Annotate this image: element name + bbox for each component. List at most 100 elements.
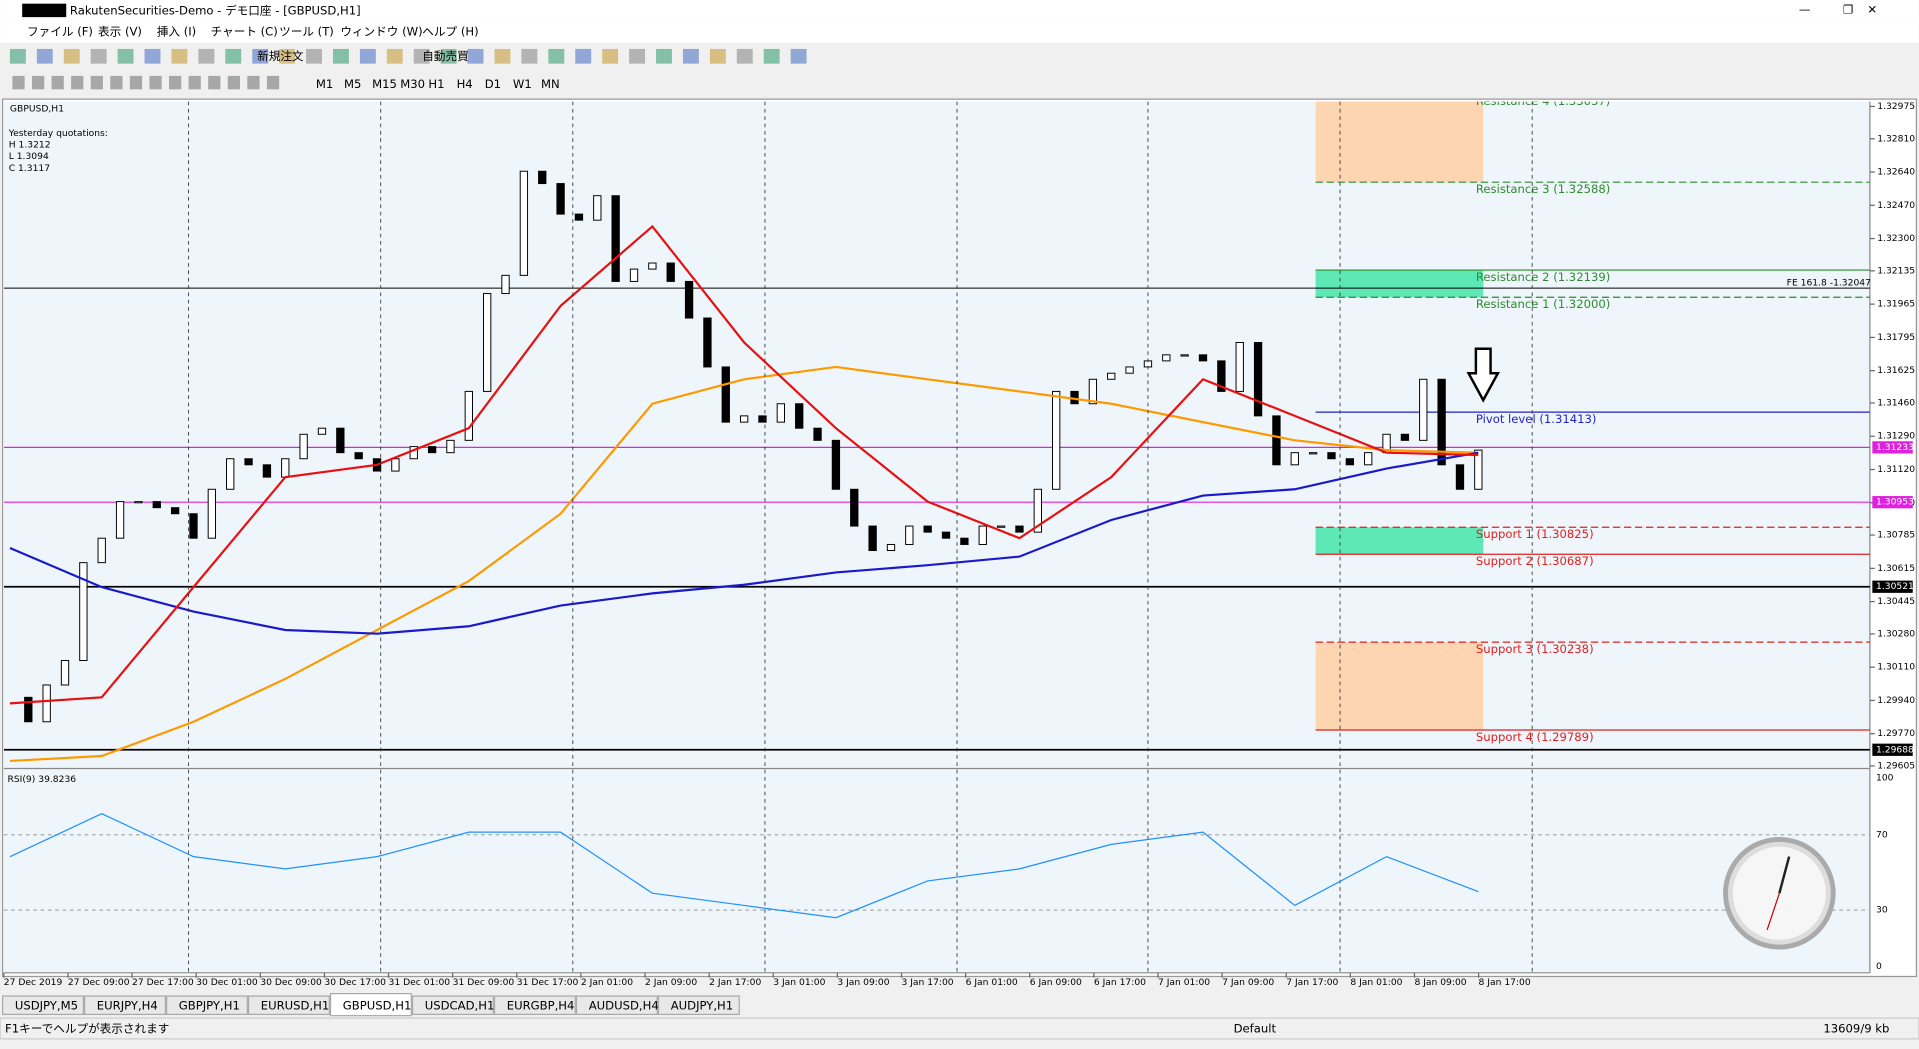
tool-icon[interactable] [763,48,780,64]
level-label: Resistance 4 (1.33037) [1476,94,1610,108]
timeframe[interactable]: MN [541,77,560,91]
tool-icon[interactable] [266,75,280,90]
tool-icon[interactable] [386,48,403,64]
tool-icon[interactable] [198,48,215,64]
clock [1723,836,1836,950]
tool-icon[interactable] [36,48,53,64]
time-label: 6 Jan 17:00 [1094,977,1146,988]
menu-item[interactable]: 表示 (V) [98,24,142,38]
tool-icon[interactable] [440,48,457,64]
tool-icon[interactable] [208,75,221,90]
timeframe[interactable]: M15 [372,77,397,91]
time-label: 7 Jan 17:00 [1286,977,1338,988]
tab[interactable] [1,995,84,1016]
tool-icon[interactable] [709,48,726,64]
clock-hand [1766,893,1780,931]
tool-icon[interactable] [467,48,484,64]
tool-icon[interactable] [359,48,376,64]
price-tick-label: 1.29940 [1877,695,1915,706]
timeframe[interactable]: D1 [485,77,501,91]
timeframe[interactable]: M30 [400,77,425,91]
candle [134,501,143,504]
menu-item[interactable]: ファイル (F) [27,24,93,38]
timeframe[interactable]: M5 [344,77,361,91]
close[interactable]: ✕ [1867,2,1877,16]
menu-item[interactable]: ツール (T) [279,24,334,38]
tool-icon[interactable] [682,48,699,64]
tool-icon[interactable] [31,75,45,90]
tab[interactable] [247,995,330,1016]
tab-label[interactable]: EURGBP,H4 [507,998,575,1012]
tool-icon[interactable] [252,48,269,64]
tool-icon[interactable] [247,75,260,90]
tab-label[interactable]: AUDUSD,H4 [589,998,659,1012]
tab-label[interactable]: GBPUSD,H1 [343,998,412,1012]
tab-label[interactable]: USDJPY,M5 [15,998,78,1012]
tool-icon[interactable] [306,48,322,64]
tool-icon[interactable] [656,48,672,64]
tool-icon[interactable] [90,75,103,90]
candle [226,458,235,490]
candle [336,427,345,454]
menu-item[interactable]: 挿入 (I) [157,24,196,38]
tool-icon[interactable] [110,75,123,90]
tool-icon[interactable] [225,48,242,64]
tool-icon[interactable] [144,48,161,64]
tab-label[interactable]: AUDJPY,H1 [671,998,733,1012]
tool-icon[interactable] [9,48,26,64]
menu-item[interactable]: ウィンドウ (W) [340,24,422,38]
moving-average [9,365,1479,763]
tool-icon[interactable] [171,48,188,64]
candle [813,427,822,441]
minimize[interactable]: — [1799,2,1811,16]
timeframe[interactable]: W1 [513,77,532,91]
chart-bg [3,101,1870,973]
tool-icon[interactable] [790,48,807,64]
restore[interactable]: ❐ [1843,2,1853,16]
tool-icon[interactable] [521,48,538,64]
price-tick-label: 1.31460 [1877,397,1915,408]
tool-icon[interactable] [548,48,565,64]
tool-icon[interactable] [575,48,592,64]
tab-label[interactable]: USDCAD,H1 [425,998,495,1012]
tool-icon[interactable] [279,48,296,64]
tab[interactable] [657,995,740,1016]
tool-icon[interactable] [629,48,646,64]
tab[interactable] [83,995,166,1016]
timeframe[interactable]: M1 [316,77,333,91]
candle [42,684,51,723]
candle [996,525,1006,528]
tool-icon[interactable] [71,75,84,90]
tool-icon[interactable] [602,48,619,64]
tool-icon[interactable] [63,48,80,64]
tab[interactable] [575,995,658,1016]
tool-icon[interactable] [188,75,201,90]
tool-icon[interactable] [332,48,349,64]
tab[interactable] [493,995,576,1016]
timeframe[interactable]: H1 [428,77,444,91]
menu-item[interactable]: ヘルプ (H) [422,24,478,38]
timeframe[interactable]: H4 [457,77,473,91]
tool-icon[interactable] [149,75,162,90]
tab-label[interactable]: EURJPY,H4 [97,998,158,1012]
tool-icon[interactable] [129,75,143,90]
arrow-shape [1466,347,1500,403]
tool-icon[interactable] [169,75,182,90]
tab[interactable] [411,995,494,1016]
tool-icon[interactable] [413,48,430,64]
tool-button[interactable]: 新規注文 [257,49,304,63]
tool-icon[interactable] [227,75,240,90]
tab-label[interactable]: GBPJPY,H1 [179,998,240,1012]
tool-icon[interactable] [117,48,134,64]
tool-icon[interactable] [494,48,511,64]
tab[interactable] [329,992,412,1017]
tool-icon[interactable] [90,48,107,64]
menu-item[interactable]: チャート (C) [211,24,278,38]
tab[interactable] [165,995,248,1016]
tool-icon[interactable] [51,75,64,90]
tool-icon[interactable] [12,75,25,90]
tool-icon[interactable] [736,48,753,64]
tab-label[interactable]: EURUSD,H1 [261,998,330,1012]
tool-button[interactable]: 自動売買 [422,49,469,63]
candle [1364,452,1373,466]
